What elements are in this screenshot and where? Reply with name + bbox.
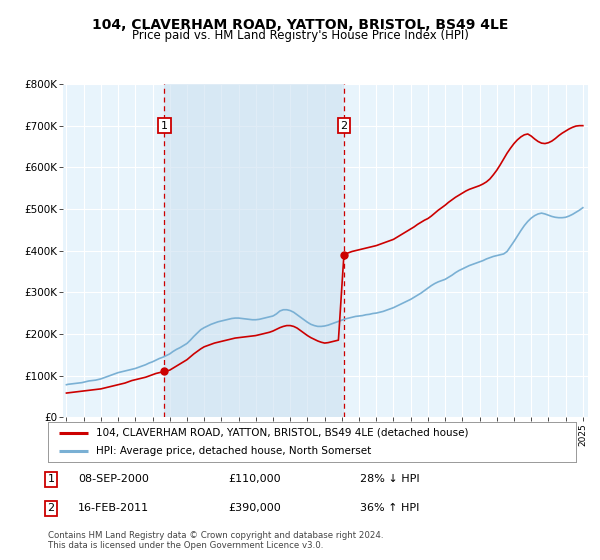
Text: Contains HM Land Registry data © Crown copyright and database right 2024.
This d: Contains HM Land Registry data © Crown c… — [48, 530, 383, 550]
Bar — [164, 84, 344, 417]
Text: 36% ↑ HPI: 36% ↑ HPI — [360, 503, 419, 514]
Text: 2: 2 — [340, 120, 347, 130]
Text: £390,000: £390,000 — [228, 503, 281, 514]
Text: 08-SEP-2000: 08-SEP-2000 — [78, 474, 149, 484]
Text: Price paid vs. HM Land Registry's House Price Index (HPI): Price paid vs. HM Land Registry's House … — [131, 29, 469, 42]
Text: 1: 1 — [47, 474, 55, 484]
Text: £110,000: £110,000 — [228, 474, 281, 484]
Text: HPI: Average price, detached house, North Somerset: HPI: Average price, detached house, Nort… — [95, 446, 371, 456]
Text: 2: 2 — [47, 503, 55, 514]
Text: 104, CLAVERHAM ROAD, YATTON, BRISTOL, BS49 4LE: 104, CLAVERHAM ROAD, YATTON, BRISTOL, BS… — [92, 18, 508, 32]
Text: 28% ↓ HPI: 28% ↓ HPI — [360, 474, 419, 484]
Text: 104, CLAVERHAM ROAD, YATTON, BRISTOL, BS49 4LE (detached house): 104, CLAVERHAM ROAD, YATTON, BRISTOL, BS… — [95, 428, 468, 437]
Text: 1: 1 — [161, 120, 168, 130]
Text: 16-FEB-2011: 16-FEB-2011 — [78, 503, 149, 514]
